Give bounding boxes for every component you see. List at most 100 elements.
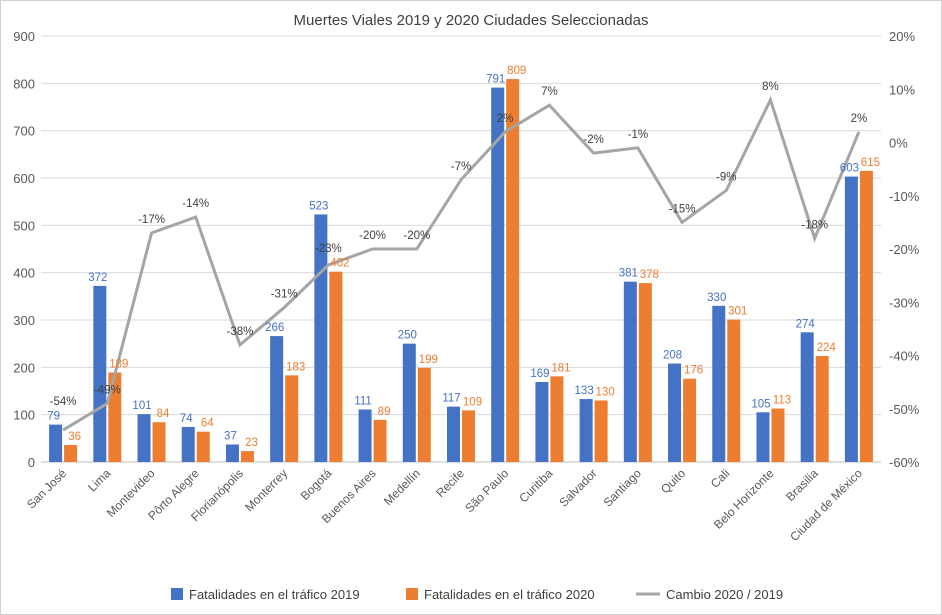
- bar-2020: [550, 376, 564, 462]
- data-label-2020: 224: [817, 342, 837, 354]
- y-tick-label: 900: [13, 29, 35, 44]
- data-label-2020: 615: [861, 157, 880, 169]
- line-cambio: [62, 95, 861, 432]
- data-label-2020: 189: [109, 359, 128, 371]
- x-tick-label: Bogotá: [298, 466, 335, 503]
- data-label-2020: 84: [157, 408, 170, 420]
- data-label-2020: 301: [728, 306, 747, 318]
- data-label-2020: 809: [507, 65, 526, 77]
- y2-tick-label: -40%: [889, 349, 920, 364]
- data-label-2019: 101: [132, 400, 151, 412]
- chart-title: Muertes Viales 2019 y 2020 Ciudades Sele…: [294, 12, 649, 29]
- data-label-2019: 381: [619, 268, 638, 280]
- data-label-2020: 36: [68, 431, 81, 443]
- data-label-cambio: -15%: [669, 203, 696, 215]
- y-tick-label: 400: [13, 266, 35, 281]
- y2-tick-label: -10%: [889, 189, 920, 204]
- data-label-2020: 130: [596, 386, 615, 398]
- x-tick-label: Brasilia: [783, 466, 821, 504]
- data-label-cambio: 7%: [541, 86, 558, 98]
- data-label-2019: 74: [180, 413, 193, 425]
- data-label-cambio: -17%: [138, 214, 165, 226]
- data-label-cambio: -18%: [801, 219, 828, 231]
- data-label-2019: 274: [796, 318, 816, 330]
- bar-2019: [712, 305, 726, 462]
- bar-2020: [594, 400, 608, 462]
- y-tick-label: 200: [13, 360, 35, 375]
- bar-2020: [417, 367, 431, 462]
- y2-tick-label: -20%: [889, 242, 920, 257]
- bar-2020: [771, 408, 785, 462]
- bar-2020: [683, 378, 697, 462]
- bar-2020: [64, 444, 78, 462]
- y2-tick-label: -50%: [889, 402, 920, 417]
- bar-2019: [491, 87, 505, 463]
- data-label-2020: 64: [201, 418, 214, 430]
- data-label-2020: 378: [640, 269, 659, 281]
- data-label-cambio: -2%: [583, 134, 603, 146]
- y-tick-label: 100: [13, 408, 35, 423]
- legend-label: Fatalidades en el tráfico 2020: [424, 587, 595, 602]
- data-label-2020: 109: [463, 396, 482, 408]
- bar-2020: [638, 283, 652, 462]
- data-label-2019: 603: [840, 163, 859, 175]
- data-label-cambio: 8%: [762, 81, 779, 93]
- y2-tick-label: 0%: [889, 136, 908, 151]
- data-label-cambio: -20%: [403, 230, 430, 242]
- data-label-cambio: -7%: [451, 161, 471, 173]
- y-tick-label: 300: [13, 313, 35, 328]
- x-tick-label: São Paulo: [462, 466, 511, 515]
- data-label-2019: 37: [224, 430, 237, 442]
- bar-2019: [623, 281, 637, 462]
- bar-2020: [152, 422, 166, 462]
- data-label-cambio: -1%: [628, 129, 648, 141]
- data-label-2019: 169: [530, 368, 549, 380]
- data-label-2020: 113: [773, 395, 791, 407]
- data-label-cambio: -49%: [94, 384, 121, 396]
- y2-tick-label: 20%: [889, 29, 915, 44]
- y2-tick-label: -60%: [889, 455, 920, 470]
- legend-label: Cambio 2020 / 2019: [666, 587, 783, 602]
- legend-swatch: [406, 588, 418, 600]
- data-label-2020: 181: [551, 362, 570, 374]
- bar-2020: [506, 79, 520, 462]
- y2-tick-label: 10%: [889, 82, 915, 97]
- data-label-2020: 402: [330, 258, 349, 270]
- bar-2020: [727, 319, 741, 462]
- bar-2019: [93, 285, 107, 462]
- bar-2019: [668, 363, 682, 462]
- data-label-cambio: -20%: [359, 230, 386, 242]
- data-label-cambio: -38%: [227, 326, 254, 338]
- x-tick-label: Santiago: [601, 466, 645, 510]
- data-label-cambio: -31%: [271, 289, 298, 301]
- data-label-2019: 133: [575, 385, 594, 397]
- bar-2019: [181, 426, 195, 462]
- x-tick-label: Monterrey: [242, 466, 290, 514]
- bar-2019: [225, 444, 239, 462]
- y-tick-label: 800: [13, 76, 35, 91]
- bar-2019: [137, 414, 151, 462]
- bar-2019: [756, 412, 770, 462]
- data-label-cambio: 2%: [497, 113, 514, 125]
- data-label-2019: 266: [265, 322, 284, 334]
- legend-label: Fatalidades en el tráfico 2019: [189, 587, 360, 602]
- data-label-2019: 117: [442, 393, 460, 405]
- bar-2019: [579, 399, 593, 462]
- bar-2019: [358, 409, 372, 462]
- data-label-2019: 250: [398, 330, 417, 342]
- data-label-2019: 208: [663, 350, 682, 362]
- data-label-cambio: -9%: [716, 171, 736, 183]
- y-tick-label: 500: [13, 218, 35, 233]
- x-tick-label: Salvador: [556, 466, 599, 509]
- bar-2020: [285, 375, 299, 462]
- data-label-2019: 791: [486, 74, 505, 86]
- bar-2020: [859, 170, 873, 462]
- bar-2020: [240, 451, 254, 462]
- x-tick-label: Lima: [85, 466, 114, 495]
- bar-2020: [462, 410, 475, 462]
- data-label-cambio: 2%: [851, 113, 868, 125]
- data-label-2019: 105: [751, 398, 770, 410]
- y2-tick-label: -30%: [889, 295, 920, 310]
